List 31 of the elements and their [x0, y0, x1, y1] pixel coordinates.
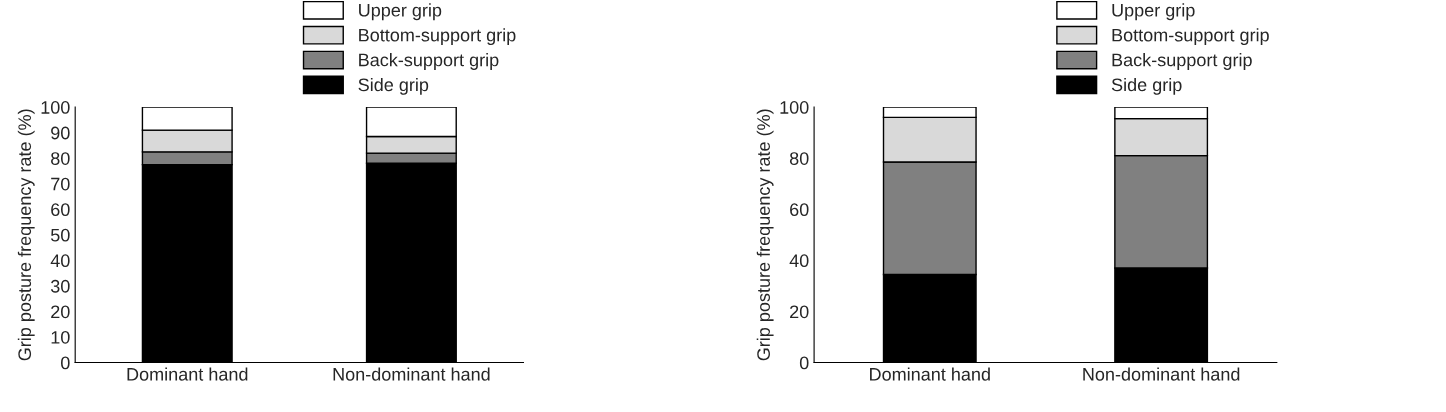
y-tick-label: 50 — [50, 228, 70, 242]
y-tick-label: 80 — [789, 152, 809, 165]
y-tick-label: 0 — [61, 356, 70, 370]
x-tick-label: Dominant hand — [870, 367, 990, 381]
x-tick-label: Dominant hand — [127, 367, 248, 381]
y-tick-label: 60 — [51, 203, 70, 217]
legend-label: Upper grip — [359, 3, 442, 21]
y-tick-label: 90 — [51, 126, 70, 140]
y-tick-label: 20 — [51, 305, 70, 319]
legend-label: Side grip — [358, 77, 429, 95]
y-tick-label: 30 — [50, 279, 70, 293]
legend-label: Upper grip — [1112, 3, 1195, 21]
y-tick-label: 60 — [790, 203, 809, 217]
legend-label: Bottom-support grip — [1112, 28, 1269, 46]
y-axis-title: Grip posture frequency rate (%) — [756, 109, 774, 361]
x-tick-label: Non-dominant hand — [333, 367, 490, 381]
y-tick-label: 20 — [790, 305, 809, 319]
y-tick-label: 70 — [51, 177, 70, 191]
legend-label: Bottom-support grip — [359, 28, 516, 46]
y-axis-title: Grip posture frequency rate (%) — [17, 109, 35, 361]
y-tick-label: 0 — [799, 356, 809, 370]
x-tick-label: Non-dominant hand — [1083, 367, 1240, 381]
legend-label: Back-support grip — [359, 53, 499, 70]
y-tick-label: 80 — [51, 152, 70, 165]
y-tick-label: 100 — [41, 101, 70, 114]
y-tick-label: 10 — [51, 330, 70, 344]
y-tick-label: 100 — [780, 101, 809, 114]
y-tick-label: 40 — [50, 254, 70, 268]
legend-label: Back-support grip — [1112, 53, 1252, 70]
y-tick-label: 40 — [789, 254, 809, 268]
legend-label: Side grip — [1111, 77, 1182, 95]
